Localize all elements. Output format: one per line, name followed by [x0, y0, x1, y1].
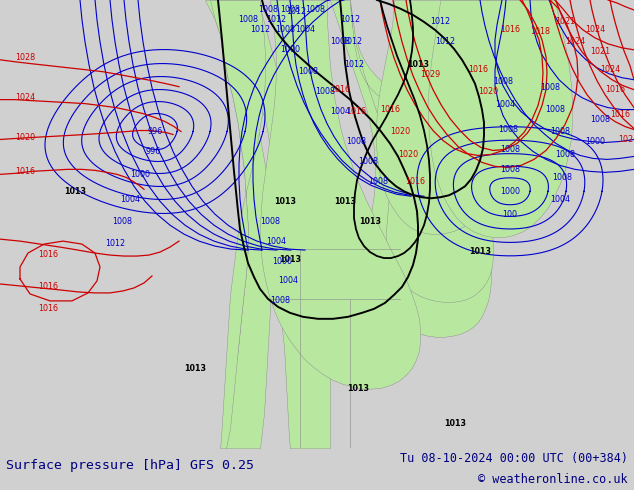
Text: 1013: 1013	[274, 197, 296, 206]
Text: 1008: 1008	[500, 145, 520, 154]
Text: © weatheronline.co.uk: © weatheronline.co.uk	[478, 473, 628, 486]
Text: 1004: 1004	[266, 237, 286, 245]
Text: 1016: 1016	[346, 107, 366, 116]
Text: 1024: 1024	[565, 37, 585, 47]
Text: 1016: 1016	[15, 167, 35, 176]
Text: 1012: 1012	[266, 15, 286, 24]
Text: 1016: 1016	[38, 282, 58, 292]
Text: 1008: 1008	[498, 125, 518, 134]
Text: 1016: 1016	[38, 304, 58, 314]
Text: 102: 102	[618, 135, 633, 144]
Text: 1008: 1008	[315, 87, 335, 96]
Text: 1013: 1013	[334, 197, 356, 206]
Text: 1016: 1016	[38, 249, 58, 259]
Text: 1012: 1012	[105, 239, 125, 247]
Text: 1008: 1008	[330, 37, 350, 47]
Text: 1008: 1008	[280, 5, 300, 15]
Text: 1013: 1013	[407, 60, 429, 69]
Text: 1000: 1000	[500, 187, 520, 196]
Text: 1013: 1013	[279, 254, 301, 264]
Text: 1004: 1004	[550, 195, 570, 204]
Text: 1008: 1008	[112, 217, 132, 226]
Text: 1008: 1008	[545, 105, 565, 114]
Text: 1008: 1008	[540, 83, 560, 92]
Text: 1008: 1008	[552, 173, 572, 182]
Text: 1012: 1012	[340, 15, 360, 24]
Text: 1008: 1008	[500, 165, 520, 174]
Text: 1004: 1004	[120, 195, 140, 204]
Text: 1008: 1008	[298, 67, 318, 76]
Text: 1016: 1016	[605, 85, 625, 94]
Text: 1029: 1029	[420, 70, 440, 79]
Text: 1020: 1020	[15, 133, 35, 142]
Text: 1012: 1012	[435, 37, 455, 47]
Text: Tu 08-10-2024 00:00 UTC (00+384): Tu 08-10-2024 00:00 UTC (00+384)	[399, 452, 628, 466]
Text: 1018: 1018	[530, 27, 550, 36]
Text: 1013: 1013	[184, 364, 206, 373]
Text: 996: 996	[147, 127, 163, 136]
Text: 1016: 1016	[610, 110, 630, 119]
Text: 1016: 1016	[405, 177, 425, 186]
Text: 1008: 1008	[346, 137, 366, 146]
Text: 1000: 1000	[585, 137, 605, 146]
Text: 1008: 1008	[555, 150, 575, 159]
Text: 1000: 1000	[272, 257, 292, 266]
Text: 1008: 1008	[275, 25, 295, 34]
Text: Surface pressure [hPa] GFS 0.25: Surface pressure [hPa] GFS 0.25	[6, 459, 254, 471]
Text: 1013: 1013	[359, 217, 381, 226]
Text: 1021: 1021	[590, 48, 610, 56]
Text: 1008: 1008	[238, 15, 258, 24]
Text: 1012: 1012	[344, 60, 364, 69]
Text: 1008: 1008	[368, 177, 388, 186]
Text: 1013: 1013	[64, 187, 86, 196]
Text: 1008: 1008	[305, 5, 325, 15]
Text: 1012: 1012	[250, 25, 270, 34]
Text: 1016: 1016	[380, 105, 400, 114]
Text: 1004: 1004	[278, 276, 298, 286]
Text: 1020: 1020	[478, 87, 498, 96]
Text: 1008: 1008	[590, 115, 610, 124]
Text: 1013: 1013	[444, 419, 466, 428]
Text: 1008: 1008	[270, 296, 290, 305]
Text: 1012: 1012	[430, 18, 450, 26]
Text: 1000: 1000	[130, 170, 150, 179]
Text: 1008: 1008	[260, 217, 280, 226]
Text: 1020: 1020	[390, 127, 410, 136]
Text: 1020: 1020	[398, 150, 418, 159]
Text: 1012: 1012	[286, 7, 306, 17]
Text: 1012: 1012	[342, 37, 362, 47]
Text: 1028: 1028	[15, 53, 35, 62]
Text: 1016: 1016	[330, 85, 350, 94]
Text: 1004: 1004	[295, 25, 315, 34]
Text: 1013: 1013	[347, 384, 369, 393]
Text: 1016: 1016	[500, 25, 520, 34]
Text: 1024: 1024	[600, 65, 620, 74]
Text: 1008: 1008	[550, 127, 570, 136]
Text: 1008: 1008	[258, 5, 278, 15]
Text: 1024: 1024	[15, 93, 35, 102]
Text: 1000: 1000	[280, 45, 300, 54]
Text: 1021: 1021	[555, 18, 575, 26]
Text: 1008: 1008	[493, 77, 513, 86]
Text: 1004: 1004	[495, 100, 515, 109]
Text: 1024: 1024	[585, 25, 605, 34]
Text: 1013: 1013	[469, 246, 491, 256]
Text: 1004: 1004	[330, 107, 350, 116]
Text: 100: 100	[503, 210, 517, 219]
Text: 996: 996	[145, 147, 160, 156]
Text: 1008: 1008	[358, 157, 378, 166]
Text: 1016: 1016	[468, 65, 488, 74]
